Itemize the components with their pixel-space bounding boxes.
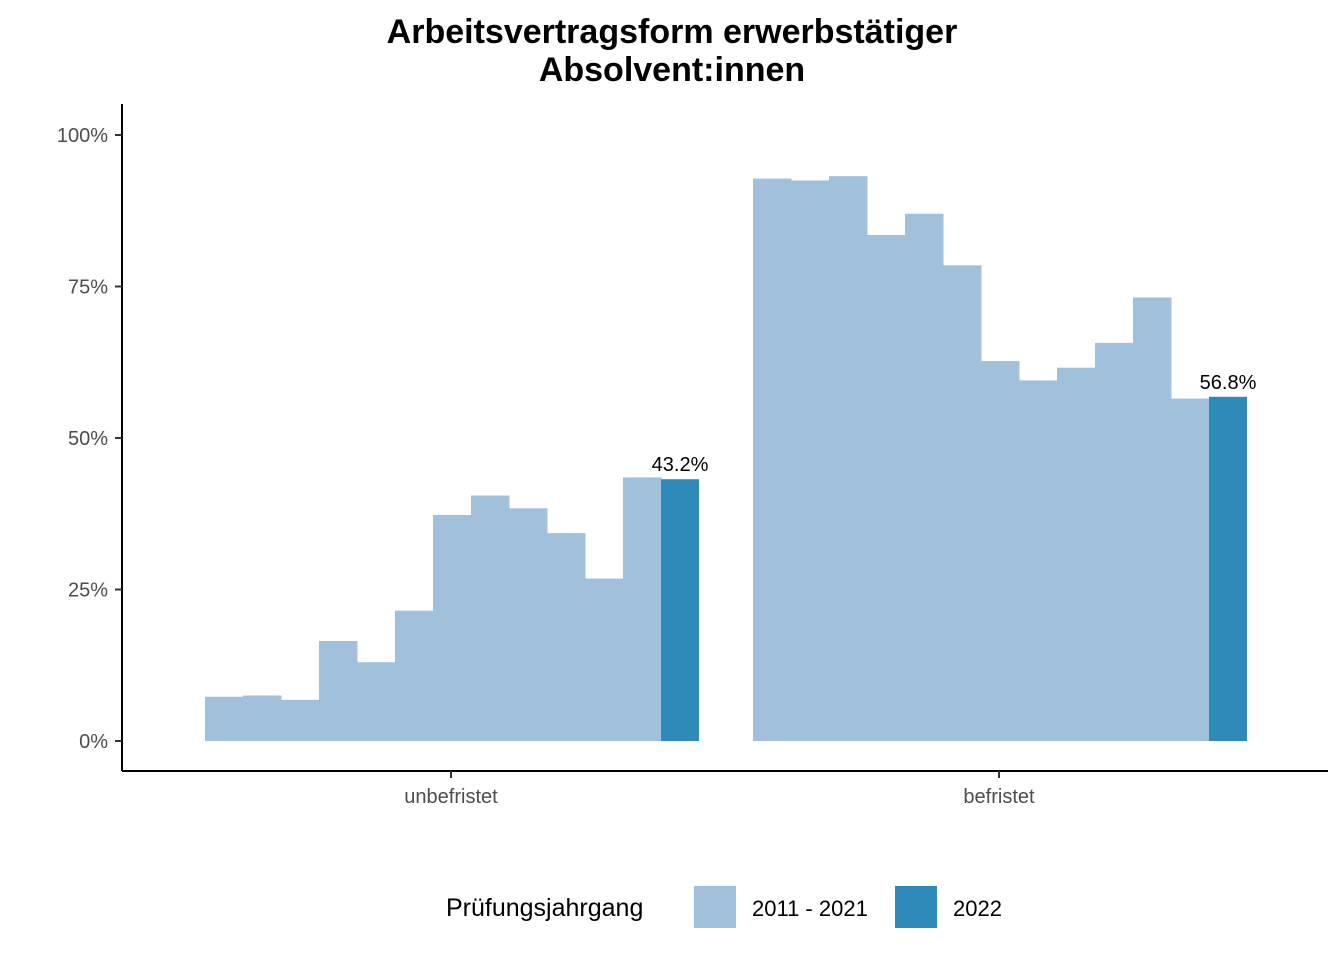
- bar-2011-2021: [867, 234, 906, 742]
- legend-swatch-2022: [895, 886, 937, 928]
- bar-2011-2021: [623, 477, 662, 741]
- x-tick-label: befristet: [963, 786, 1035, 808]
- bar-2011-2021: [357, 662, 396, 741]
- y-tick-label: 25%: [68, 580, 108, 602]
- bar-2011-2021: [433, 514, 472, 741]
- legend-title: Prüfungsjahrgang: [446, 894, 644, 922]
- bar-2011-2021: [205, 696, 244, 741]
- chart-title-line1: Arbeitsvertragsform erwerbstätiger: [386, 13, 958, 51]
- bar-2011-2021: [243, 695, 282, 741]
- legend-label-2022: 2022: [953, 896, 1002, 921]
- data-label-2022: 56.8%: [1200, 372, 1257, 394]
- bar-2011-2021: [905, 213, 944, 741]
- bar-2011-2021: [791, 180, 830, 741]
- y-tick-label: 50%: [68, 428, 108, 450]
- bar-2011-2021: [281, 699, 320, 741]
- legend: Prüfungsjahrgang 2011 - 2021 2022: [0, 886, 1344, 930]
- bar-2011-2021: [1133, 297, 1172, 741]
- bar-2011-2021: [547, 533, 586, 741]
- bar-2011-2021: [471, 495, 510, 741]
- chart-title-line2: Absolvent:innen: [538, 51, 806, 89]
- bar-2011-2021: [943, 265, 982, 741]
- bar-2011-2021: [509, 508, 548, 741]
- bar-2011-2021: [319, 641, 358, 741]
- bar-2011-2021: [981, 361, 1020, 741]
- y-tick-label: 0%: [79, 731, 108, 753]
- bar-2011-2021: [1171, 398, 1210, 741]
- bar-2022: [661, 479, 699, 741]
- bar-2011-2021: [1095, 342, 1134, 741]
- bar-2022: [1209, 396, 1247, 741]
- y-tick-label: 75%: [68, 277, 108, 299]
- bar-2011-2021: [1019, 380, 1058, 741]
- bar-2011-2021: [829, 176, 868, 741]
- bar-2011-2021: [585, 578, 624, 741]
- bar-2011-2021: [395, 610, 434, 741]
- legend-swatch-2011-2021: [694, 886, 736, 928]
- legend-label-2011-2021: 2011 - 2021: [752, 896, 868, 921]
- x-tick-label: unbefristet: [404, 786, 498, 808]
- data-label-2022: 43.2%: [652, 454, 709, 476]
- bar-2011-2021: [1057, 367, 1096, 741]
- y-tick-label: 100%: [57, 125, 108, 147]
- bar-2011-2021: [753, 178, 792, 741]
